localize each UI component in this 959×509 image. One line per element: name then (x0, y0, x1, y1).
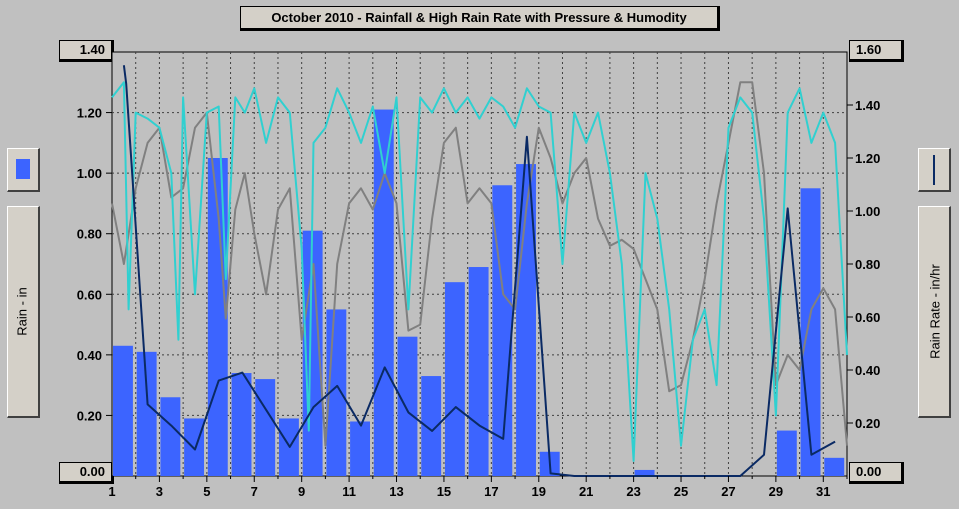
rainfall-bar (113, 345, 133, 476)
x-tick-label: 5 (203, 484, 210, 499)
rainfall-bar (421, 376, 442, 476)
rainfall-bar (444, 282, 465, 476)
rain-rate-line (122, 65, 836, 477)
right-tick-label: 0.40 (855, 363, 880, 378)
rainfall-bar (350, 421, 371, 476)
rainfall-bar (516, 164, 536, 477)
rainfall-bar (231, 373, 252, 476)
left-tick-label: 1.20 (77, 106, 102, 121)
right-tick-label: 1.40 (855, 98, 880, 113)
rainfall-legend-swatch-panel (7, 148, 40, 192)
left-tick-label: 0.20 (77, 408, 102, 423)
right-axis-min-box: 0.00 (849, 462, 904, 484)
left-tick-label: 0.80 (77, 227, 102, 242)
right-tick-label: 0.20 (855, 416, 880, 431)
rainfall-bar (397, 336, 418, 476)
left-tick-label: 1.00 (77, 166, 102, 181)
right-tick-label: 1.20 (855, 151, 880, 166)
rainfall-bar (634, 469, 655, 476)
x-tick-label: 1 (108, 484, 115, 499)
left-tick-label: 0.60 (77, 287, 102, 302)
left-axis-max-box: 1.40 (59, 40, 114, 62)
right-tick-label: 0.80 (855, 257, 880, 272)
left-tick-label: 0.40 (77, 348, 102, 363)
x-tick-label: 11 (342, 484, 356, 499)
axis-ticks: 0.20 0.40 0.60 0.80 1.00 1.20 0.20 0.40 0.60 0.80… (77, 98, 881, 499)
rain-rate-legend-swatch (933, 155, 935, 185)
chart-title: October 2010 - Rainfall & High Rain Rate… (240, 6, 720, 31)
x-tick-label: 19 (532, 484, 546, 499)
x-tick-label: 17 (484, 484, 498, 499)
left-axis-label-panel: Rain - in (7, 206, 40, 418)
rainfall-bar (136, 351, 157, 476)
pressure-line (111, 81, 848, 447)
x-tick-label: 29 (769, 484, 783, 499)
rainfall-bar (160, 397, 181, 476)
series-lines (111, 65, 848, 477)
right-tick-label: 1.00 (855, 204, 880, 219)
rainfall-bar (468, 267, 489, 476)
rainfall-bar (800, 188, 821, 477)
rainfall-bar (824, 457, 845, 476)
x-tick-label: 23 (626, 484, 640, 499)
rainfall-bar (492, 185, 513, 476)
right-tick-label: 0.60 (855, 310, 880, 325)
right-axis-max-box: 1.60 (849, 40, 904, 62)
x-tick-label: 25 (674, 484, 688, 499)
x-tick-label: 13 (389, 484, 403, 499)
x-tick-label: 3 (156, 484, 163, 499)
humidity-line (111, 81, 848, 462)
x-tick-label: 27 (721, 484, 735, 499)
rainfall-bar (255, 379, 276, 476)
x-tick-label: 9 (298, 484, 305, 499)
right-axis-label-panel: Rain Rate - in/hr (918, 206, 951, 418)
x-tick-label: 15 (437, 484, 451, 499)
rainfall-bar (776, 430, 797, 476)
x-tick-label: 7 (251, 484, 258, 499)
x-tick-label: 21 (579, 484, 593, 499)
rain-rate-legend-swatch-panel (918, 148, 951, 192)
x-tick-label: 31 (816, 484, 830, 499)
rainfall-legend-swatch (16, 159, 30, 179)
